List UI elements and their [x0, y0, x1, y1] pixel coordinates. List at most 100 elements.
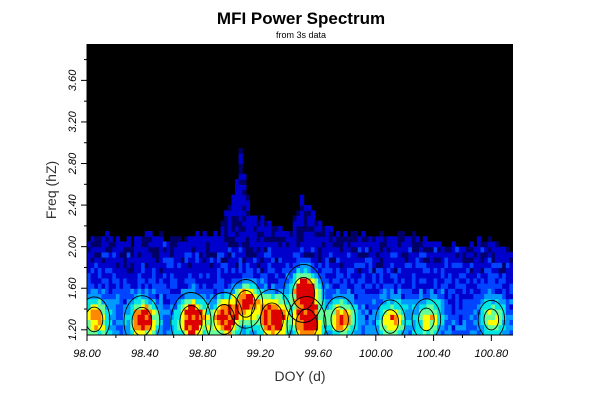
heatmap-cell	[296, 293, 301, 300]
heatmap-cell	[487, 267, 492, 274]
heatmap-cell	[318, 225, 323, 232]
y-axis-label: Freq (hZ)	[43, 161, 59, 219]
heatmap-cell	[137, 303, 142, 310]
heatmap-cell	[238, 257, 243, 263]
heatmap-cell	[339, 324, 344, 331]
heatmap-cell	[188, 267, 193, 274]
heatmap-cell	[151, 262, 157, 269]
heatmap-cell	[310, 267, 316, 274]
heatmap-cell	[263, 262, 269, 269]
heatmap-cell	[386, 251, 391, 258]
heatmap-cell	[386, 262, 391, 269]
heatmap-cell	[476, 262, 482, 269]
heatmap-cell	[451, 241, 456, 248]
heatmap-cell	[379, 288, 384, 295]
heatmap-cell	[328, 241, 334, 248]
heatmap-cell	[209, 251, 214, 258]
heatmap-cell	[90, 329, 95, 335]
heatmap-cell	[238, 272, 243, 279]
heatmap-cell	[411, 262, 417, 269]
heatmap-cell	[162, 267, 168, 274]
heatmap-cell	[375, 298, 381, 305]
heatmap-cell	[419, 298, 424, 305]
heatmap-cell	[357, 288, 362, 295]
heatmap-cell	[318, 246, 323, 253]
heatmap-cell	[119, 314, 124, 321]
heatmap-cell	[87, 288, 92, 295]
heatmap-cell	[332, 257, 337, 263]
heatmap-cell	[173, 293, 178, 300]
heatmap-cell	[354, 241, 359, 248]
heatmap-cell	[401, 277, 406, 284]
heatmap-cell	[274, 324, 279, 331]
heatmap-cell	[123, 241, 128, 248]
heatmap-cell	[155, 314, 160, 321]
heatmap-cell	[314, 225, 319, 232]
heatmap-cell	[422, 329, 427, 335]
heatmap-cell	[278, 231, 283, 237]
heatmap-cell	[419, 309, 424, 315]
heatmap-cell	[123, 267, 128, 274]
heatmap-cell	[440, 309, 446, 315]
heatmap-cell	[448, 324, 453, 331]
heatmap-cell	[502, 246, 507, 253]
heatmap-cell	[173, 324, 178, 331]
heatmap-cell	[328, 324, 334, 331]
heatmap-cell	[307, 215, 312, 222]
heatmap-cell	[429, 329, 435, 335]
heatmap-cell	[448, 303, 453, 310]
heatmap-cell	[271, 231, 276, 237]
heatmap-cell	[386, 293, 391, 300]
heatmap-cell	[393, 329, 399, 335]
heatmap-cell	[101, 303, 106, 310]
heatmap-cell	[166, 257, 171, 263]
heatmap-cell	[343, 241, 348, 248]
heatmap-cell	[166, 309, 171, 315]
heatmap-cell	[433, 283, 438, 289]
heatmap-cell	[281, 309, 287, 315]
heatmap-cell	[180, 293, 186, 300]
heatmap-cell	[256, 231, 261, 237]
heatmap-cell	[296, 257, 301, 263]
heatmap-cell	[220, 293, 225, 300]
heatmap-cell	[249, 251, 254, 258]
heatmap-cell	[476, 236, 482, 243]
heatmap-cell	[213, 241, 218, 248]
heatmap-cell	[455, 251, 460, 258]
heatmap-cell	[188, 241, 193, 248]
heatmap-cell	[245, 319, 251, 326]
heatmap-cell	[180, 324, 186, 331]
heatmap-cell	[393, 257, 399, 263]
heatmap-cell	[426, 257, 431, 263]
heatmap-cell	[505, 288, 510, 295]
heatmap-cell	[336, 298, 341, 305]
heatmap-cell	[328, 329, 334, 335]
heatmap-cell	[408, 277, 413, 284]
heatmap-cell	[343, 293, 348, 300]
heatmap-cell	[444, 251, 449, 258]
heatmap-cell	[401, 241, 406, 248]
heatmap-cell	[281, 251, 287, 258]
heatmap-cell	[296, 319, 301, 326]
heatmap-cell	[411, 257, 417, 263]
heatmap-cell	[159, 293, 164, 300]
heatmap-cell	[429, 298, 435, 305]
heatmap-cell	[216, 251, 222, 258]
heatmap-cell	[238, 314, 243, 321]
heatmap-cell	[213, 262, 218, 269]
heatmap-cell	[318, 267, 323, 274]
heatmap-cell	[336, 319, 341, 326]
heatmap-cell	[346, 288, 352, 295]
heatmap-cell	[466, 246, 471, 253]
heatmap-cell	[130, 324, 135, 331]
heatmap-cell	[195, 298, 200, 305]
heatmap-cell	[245, 283, 251, 289]
heatmap-cell	[188, 246, 193, 253]
heatmap-cell	[372, 267, 377, 274]
heatmap-cell	[253, 220, 258, 227]
heatmap-cell	[296, 210, 301, 217]
heatmap-cell	[278, 267, 283, 274]
heatmap-cell	[473, 293, 478, 300]
heatmap-cell	[393, 309, 399, 315]
heatmap-cell	[487, 319, 492, 326]
